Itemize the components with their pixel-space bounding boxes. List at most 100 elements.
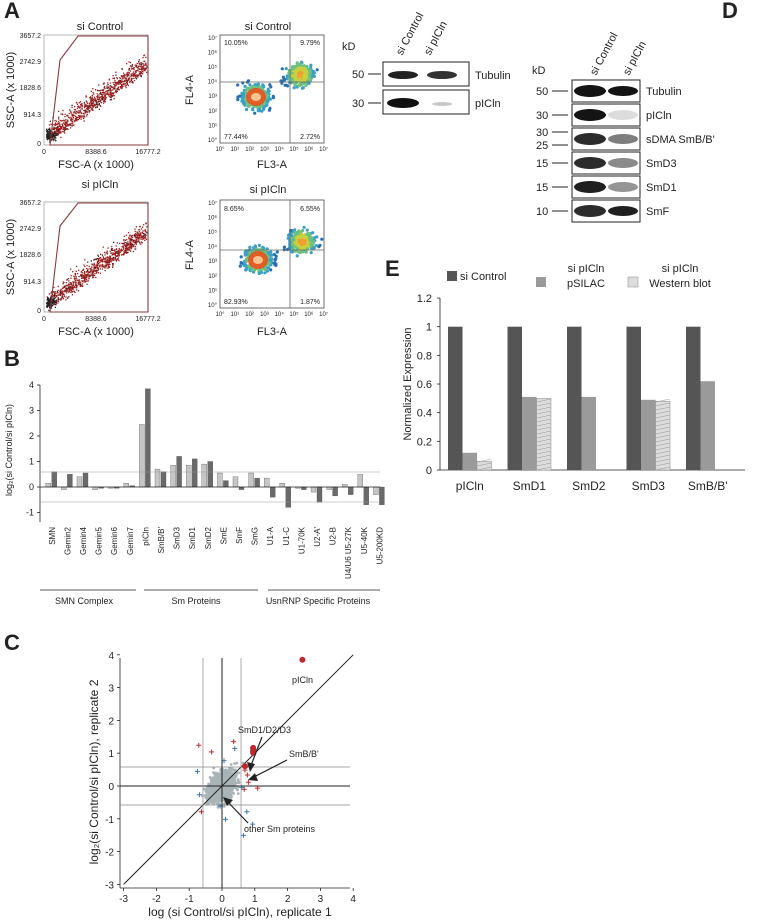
svg-text:2742.9: 2742.9	[20, 226, 42, 233]
flow-event-dot	[47, 304, 49, 307]
flow-event-dot	[82, 285, 84, 287]
category-label: pICln	[141, 527, 150, 546]
flow-event-dot	[131, 68, 133, 70]
flow-event-dot	[132, 67, 135, 69]
flow-event-dot	[88, 107, 90, 109]
flow-event-dot	[132, 234, 134, 237]
flow-event-dot	[63, 128, 65, 130]
flow-event-dot	[140, 72, 142, 74]
flow-event-dot	[67, 284, 69, 286]
svg-text:si pICln: si pICln	[621, 39, 649, 77]
flow-density-dot	[297, 84, 301, 88]
flow-event-dot	[144, 60, 146, 62]
flow-event-dot	[95, 258, 97, 261]
flow-event-dot	[58, 123, 60, 125]
flow-density-dot	[300, 249, 304, 253]
flow-event-dot	[114, 256, 116, 258]
flow-event-dot	[60, 120, 62, 122]
category-label: SmF	[235, 527, 244, 544]
flow-density-dot	[261, 84, 265, 88]
flow-density-dot	[243, 84, 247, 88]
flow-event-dot	[96, 105, 98, 107]
flow-event-dot	[105, 256, 107, 258]
flow-event-dot	[109, 89, 111, 91]
flow-event-dot	[74, 281, 76, 283]
flow-event-dot	[100, 93, 102, 95]
blot-band	[608, 134, 638, 144]
flow-event-dot	[72, 117, 74, 119]
blot-band	[574, 205, 606, 217]
flow-event-dot	[84, 112, 87, 114]
flow-event-dot	[83, 120, 85, 122]
flow-event-dot	[99, 272, 102, 274]
flow-event-dot	[133, 69, 135, 71]
flow-event-dot	[133, 73, 135, 76]
panel-label-a: A	[4, 0, 20, 23]
flow-event-dot	[50, 304, 53, 306]
flow-event-dot	[48, 138, 50, 140]
flow-event-dot	[141, 235, 143, 237]
chart-b-ylabel: log₂(si Control/si pICln)	[4, 404, 14, 496]
flow-event-dot	[84, 278, 86, 280]
flow-event-dot	[66, 123, 69, 125]
flow-event-dot	[50, 295, 52, 297]
flow-event-dot	[121, 249, 123, 252]
flow-event-dot	[139, 63, 141, 65]
flow-event-dot	[95, 276, 97, 279]
svg-text:Western blot: Western blot	[649, 278, 711, 290]
flow-event-dot	[144, 64, 146, 66]
flow-event-dot	[75, 278, 77, 280]
flow-event-dot	[125, 77, 128, 80]
bar-e-smbb-0	[686, 326, 701, 470]
bar-u5200kd-s1	[373, 486, 379, 495]
flow-event-dot	[109, 91, 111, 93]
flow-event-dot	[54, 139, 56, 141]
flow-event-dot	[72, 113, 74, 116]
flow-event-dot	[66, 289, 68, 291]
flow-event-dot	[109, 260, 112, 262]
flow-event-dot	[135, 233, 137, 235]
flow-event-dot	[65, 123, 67, 125]
flow-event-dot	[99, 259, 101, 261]
flow-event-dot	[109, 258, 112, 261]
flow-density-dot	[268, 106, 272, 110]
protein-point	[208, 776, 212, 779]
flow-event-dot	[143, 60, 145, 63]
flow-event-dot	[80, 118, 82, 120]
flow-event-dot	[65, 282, 67, 284]
flow-event-dot	[96, 260, 99, 263]
flow-event-dot	[73, 286, 76, 289]
flow-event-dot	[71, 288, 73, 290]
flow-event-dot	[83, 264, 85, 266]
flow-event-dot	[115, 71, 117, 73]
blot-band	[608, 182, 638, 192]
flow-event-dot	[114, 86, 116, 88]
flow-event-dot	[49, 131, 51, 133]
svg-text:30: 30	[352, 98, 364, 110]
flow-event-dot	[125, 77, 127, 80]
flow-event-dot	[69, 268, 72, 270]
svg-text:-1: -1	[105, 815, 114, 826]
flow-event-dot	[72, 290, 74, 292]
svg-text:50: 50	[536, 86, 548, 98]
flow-event-dot	[73, 109, 76, 111]
flow-event-dot	[57, 130, 59, 132]
flow-density-dot	[268, 97, 272, 101]
flow-event-dot	[75, 284, 77, 286]
flow-event-dot	[130, 73, 132, 75]
flow-event-dot	[103, 100, 105, 103]
flow-event-dot	[48, 128, 51, 130]
flow-event-dot	[80, 275, 82, 277]
flow-event-dot	[144, 239, 146, 241]
svg-text:0: 0	[219, 894, 225, 905]
svg-text:16777.2: 16777.2	[135, 316, 160, 323]
flow-event-dot	[129, 237, 131, 239]
flow-density-dot	[292, 237, 296, 242]
flow-event-dot	[137, 233, 139, 235]
flow-density-dot	[296, 243, 300, 247]
flow-event-dot	[127, 248, 129, 250]
bar-sme-s2	[223, 480, 229, 488]
flow-event-dot	[116, 90, 118, 92]
flow-event-dot	[112, 75, 114, 77]
flow-event-dot	[136, 236, 138, 239]
